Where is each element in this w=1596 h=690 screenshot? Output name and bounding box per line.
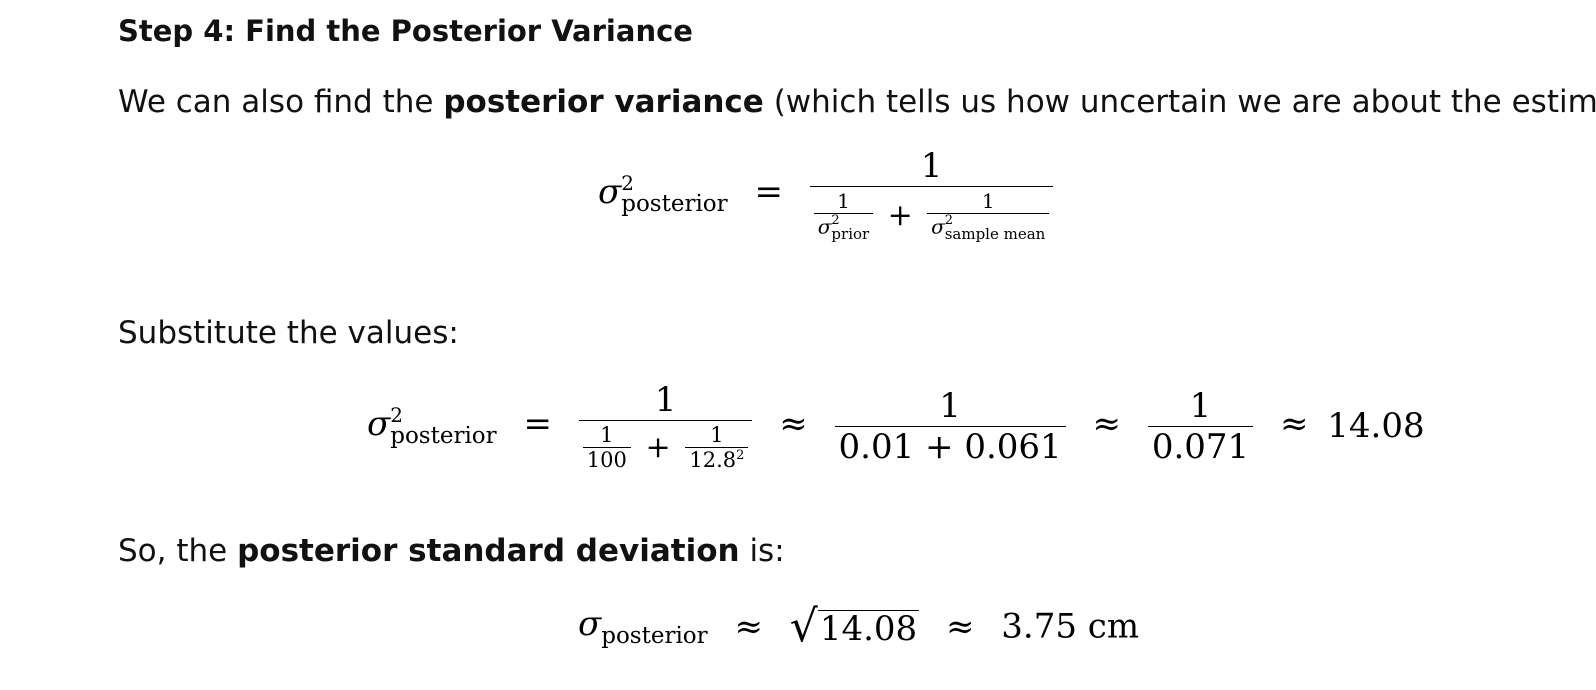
- main-fraction: 1 1 σ 2 prior + 1 σ 2 sample mean: [809, 146, 1054, 242]
- approx-sign: ≈: [1279, 404, 1309, 444]
- prior-bar: [813, 213, 874, 214]
- prior-sigma: σ: [817, 214, 832, 239]
- sample-sup: 2: [944, 213, 953, 228]
- inner-100-numerator: 1: [600, 423, 614, 447]
- sigma-symbol: σ: [598, 172, 622, 213]
- prior-sup: 2: [831, 213, 840, 228]
- sigma-symbol: σ: [578, 604, 602, 644]
- step2-numerator: 1: [939, 385, 961, 426]
- prior-fraction: 1 σ 2 prior: [813, 189, 874, 242]
- inner-100-bar: [582, 447, 631, 448]
- step1-numerator: 1: [654, 380, 677, 420]
- subscript-posterior: posterior: [621, 190, 728, 217]
- fraction-step1: 1 1 100 + 1 12.82: [578, 380, 753, 472]
- sample-sub: sample mean: [944, 225, 1046, 243]
- sample-denominator: σ 2 sample mean: [927, 214, 1049, 242]
- approx-sign: ≈: [734, 606, 763, 647]
- variance-result: 14.08: [1327, 406, 1425, 446]
- intro-text-pre: We can also find the: [118, 84, 444, 120]
- approx-sign: ≈: [945, 606, 975, 647]
- sample-sigma: σ: [931, 214, 945, 239]
- step-heading: Step 4: Find the Posterior Variance: [118, 14, 693, 48]
- sample-numerator: 1: [981, 189, 995, 213]
- numerator-one: 1: [920, 146, 943, 186]
- prior-denominator: σ 2 prior: [814, 214, 873, 242]
- inner-fraction-12-8: 1 12.82: [685, 423, 749, 472]
- fraction-bar: [809, 186, 1054, 187]
- posterior-variance-formula: σ 2 posterior = 1 1 σ 2 prior + 1 σ 2 sample m…: [598, 146, 1054, 242]
- intro-paragraph: We can also find the posterior variance …: [118, 84, 1596, 120]
- intro-text-post: (which tells us how uncertain we are abo…: [763, 84, 1596, 120]
- plus-sign: +: [887, 198, 913, 233]
- fraction-step2: 1 0.01 + 0.061: [834, 385, 1066, 467]
- inner-100-denominator: 100: [586, 448, 627, 472]
- radicand: 14.08: [817, 609, 920, 650]
- approx-sign: ≈: [779, 404, 808, 444]
- step3-numerator: 1: [1189, 385, 1212, 426]
- inner-12-8-numerator: 1: [710, 423, 724, 447]
- intro-text-bold: posterior variance: [443, 84, 764, 120]
- substituted-variance-equation: σ 2 posterior = 1 1 100 + 1 12.82 ≈ 1 0.01…: [367, 380, 1425, 472]
- stddev-text-pre: So, the: [118, 533, 238, 569]
- stddev-text-post: is:: [739, 533, 785, 569]
- square-root: √ 14.08: [789, 600, 920, 652]
- equals-sign: =: [754, 172, 783, 212]
- step2-bar: [834, 425, 1066, 427]
- substitute-paragraph: Substitute the values:: [118, 315, 459, 351]
- inner-12-8-denominator: 12.82: [685, 448, 748, 472]
- prior-sub: prior: [831, 225, 870, 243]
- inner-12-8-bar: [685, 447, 749, 448]
- radical-sign: √: [789, 600, 818, 652]
- step3-bar: [1147, 425, 1254, 427]
- stddev-text-bold: posterior standard deviation: [237, 533, 740, 569]
- posterior-stddev-equation: σposterior ≈ √ 14.08 ≈ 3.75 cm: [578, 604, 1139, 649]
- step3-denominator: 0.071: [1151, 426, 1250, 467]
- square-exponent: 2: [736, 448, 745, 463]
- step2-denominator: 0.01 + 0.061: [838, 426, 1062, 467]
- superscript-2: 2: [621, 170, 634, 195]
- subscript-posterior: posterior: [390, 422, 497, 449]
- stddev-paragraph: So, the posterior standard deviation is:: [118, 533, 785, 569]
- approx-sign: ≈: [1092, 404, 1122, 444]
- stddev-result: 3.75 cm: [1001, 606, 1140, 647]
- step1-bar: [578, 420, 753, 421]
- denominator-sum: 1 σ 2 prior + 1 σ 2 sample mean: [810, 187, 1054, 242]
- prior-numerator: 1: [837, 189, 850, 213]
- sample-bar: [927, 213, 1050, 214]
- superscript-2: 2: [390, 402, 403, 427]
- plus-sign: +: [645, 430, 671, 465]
- sigma-symbol: σ: [367, 404, 391, 445]
- equals-sign: =: [523, 404, 552, 444]
- sample-fraction: 1 σ 2 sample mean: [927, 189, 1050, 242]
- value-12-8: 12.8: [689, 448, 737, 472]
- subscript-posterior: posterior: [601, 623, 708, 649]
- fraction-step3: 1 0.071: [1147, 385, 1254, 467]
- step1-denominator: 1 100 + 1 12.82: [579, 421, 753, 472]
- inner-fraction-100: 1 100: [582, 423, 631, 472]
